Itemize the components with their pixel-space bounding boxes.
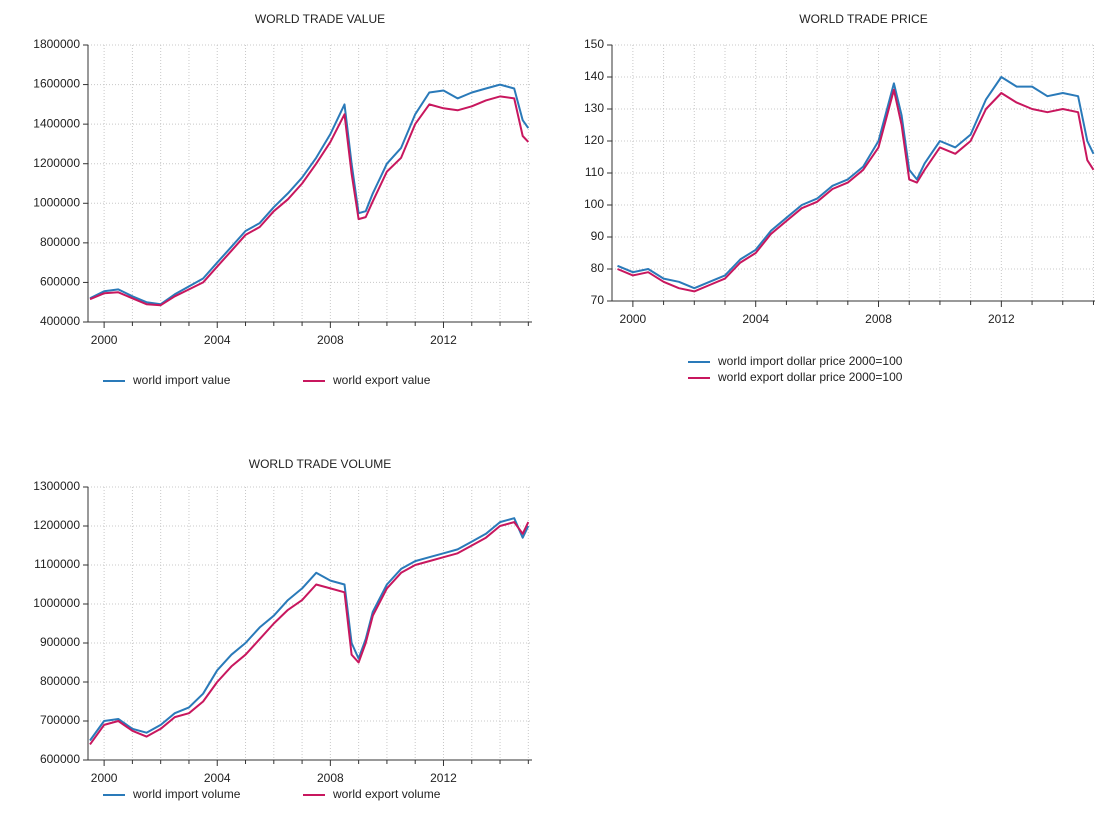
chart-title: WORLD TRADE PRICE — [799, 12, 927, 26]
x-tick-label: 2004 — [204, 333, 231, 347]
y-tick-label: 600000 — [40, 275, 80, 289]
legend-label: world import dollar price 2000=100 — [717, 354, 903, 368]
series-line — [89, 517, 530, 742]
y-tick-label: 80 — [591, 261, 605, 275]
x-tick-label: 2004 — [204, 771, 231, 785]
y-tick-label: 1200000 — [33, 156, 80, 170]
chart-title: WORLD TRADE VALUE — [255, 12, 385, 26]
y-tick-label: 130 — [584, 101, 604, 115]
y-tick-label: 70 — [591, 293, 605, 307]
x-tick-label: 2000 — [91, 333, 118, 347]
series-line — [89, 83, 530, 306]
x-tick-label: 2000 — [91, 771, 118, 785]
y-tick-label: 120 — [584, 133, 604, 147]
x-tick-label: 2008 — [865, 312, 892, 326]
y-tick-label: 1600000 — [33, 77, 80, 91]
y-tick-label: 110 — [585, 165, 604, 179]
series-line — [617, 88, 1095, 293]
series-line — [617, 76, 1095, 290]
y-tick-label: 90 — [591, 229, 605, 243]
x-tick-label: 2008 — [317, 333, 344, 347]
legend-label: world export dollar price 2000=100 — [717, 370, 903, 384]
y-tick-label: 600000 — [40, 752, 80, 766]
chart-title: WORLD TRADE VOLUME — [249, 457, 391, 471]
y-tick-label: 700000 — [40, 713, 80, 727]
y-tick-label: 800000 — [40, 674, 80, 688]
x-tick-label: 2008 — [317, 771, 344, 785]
series-line — [89, 95, 530, 307]
legend-label: world import value — [132, 373, 231, 387]
x-tick-label: 2004 — [742, 312, 769, 326]
y-tick-label: 140 — [584, 69, 604, 83]
y-tick-label: 1300000 — [33, 479, 80, 493]
y-tick-label: 1200000 — [33, 518, 80, 532]
series-line — [89, 521, 530, 745]
x-tick-label: 2012 — [430, 771, 457, 785]
y-tick-label: 1000000 — [33, 596, 80, 610]
legend-label: world export value — [332, 373, 431, 387]
y-tick-label: 900000 — [40, 635, 80, 649]
legend-label: world import volume — [132, 787, 241, 801]
y-tick-label: 150 — [584, 37, 604, 51]
y-tick-label: 800000 — [40, 235, 80, 249]
legend-label: world export volume — [332, 787, 441, 801]
y-tick-label: 1800000 — [33, 37, 80, 51]
x-tick-label: 2000 — [620, 312, 647, 326]
y-tick-label: 1100000 — [34, 557, 80, 571]
y-tick-label: 400000 — [40, 314, 80, 328]
y-tick-label: 1400000 — [33, 116, 80, 130]
y-tick-label: 100 — [584, 197, 604, 211]
x-tick-label: 2012 — [430, 333, 457, 347]
y-tick-label: 1000000 — [33, 195, 80, 209]
x-tick-label: 2012 — [988, 312, 1015, 326]
